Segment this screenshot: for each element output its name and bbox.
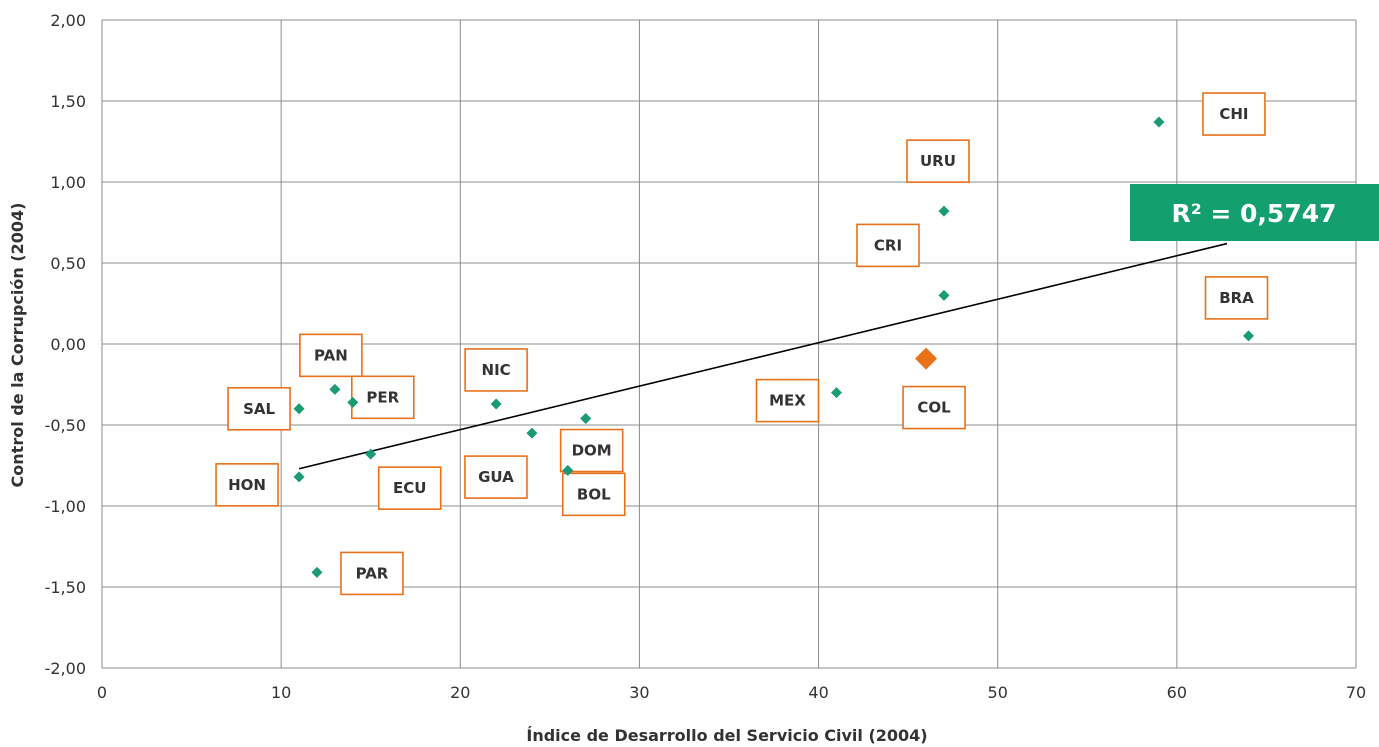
label-box-dom xyxy=(559,428,624,473)
point-label-gua: GUA xyxy=(478,468,514,486)
label-box-mex xyxy=(755,378,820,423)
x-tick-label: 0 xyxy=(97,683,107,702)
label-box-chi xyxy=(1202,92,1266,136)
y-tick-label: -1,00 xyxy=(45,497,86,516)
data-point-ecu xyxy=(365,448,377,460)
point-label-uru: URU xyxy=(920,152,956,170)
data-point-col xyxy=(915,347,938,370)
label-box-gua xyxy=(464,455,528,499)
y-tick-labels: 2,00 1,50 1,00 0,50 0,00 -0,50 -1,00 -1,50 -2,00 xyxy=(45,11,86,678)
data-point-cri xyxy=(938,289,950,301)
x-axis-title: Índice de Desarrollo del Servicio Civil … xyxy=(526,726,927,745)
label-box-bol xyxy=(561,472,626,517)
y-tick-label: 0,00 xyxy=(50,335,86,354)
r-squared-box: R² = 0,5747 xyxy=(1130,184,1379,241)
point-label-col: COL xyxy=(917,399,951,417)
y-tick-label: 2,00 xyxy=(50,11,86,30)
x-tick-label: 10 xyxy=(271,683,291,702)
x-tick-label: 20 xyxy=(450,683,470,702)
label-box-bra xyxy=(1204,276,1269,320)
grid-lines xyxy=(101,19,1357,669)
data-point-par xyxy=(311,566,323,578)
point-label-ecu: ECU xyxy=(393,479,426,497)
data-point-mex xyxy=(830,387,842,399)
point-label-bra: BRA xyxy=(1219,289,1254,307)
label-box-nic xyxy=(464,348,528,392)
data-point-gua xyxy=(526,427,538,439)
label-box-per xyxy=(350,375,415,420)
data-point-per xyxy=(347,396,359,408)
label-box-ecu xyxy=(377,466,442,510)
y-tick-label: 0,50 xyxy=(50,254,86,273)
label-box-col xyxy=(902,385,966,430)
r-squared-label: R² = 0,5747 xyxy=(1171,199,1336,228)
point-label-pan: PAN xyxy=(314,346,348,364)
y-tick-label: 1,50 xyxy=(50,92,86,111)
label-box-cri xyxy=(856,223,920,268)
label-box-pan xyxy=(299,333,363,378)
x-tick-label: 30 xyxy=(629,683,649,702)
point-label-chi: CHI xyxy=(1219,105,1248,123)
x-tick-label: 70 xyxy=(1346,683,1366,702)
point-label-hon: HON xyxy=(228,476,266,494)
point-label-sal: SAL xyxy=(243,400,275,418)
point-labels: CHI URU CRI BRA COL MEX DOM NIC GUA BOL PAN PER SAL E… xyxy=(215,92,1269,596)
trendline xyxy=(298,242,1228,470)
point-label-per: PER xyxy=(366,388,399,406)
point-label-mex: MEX xyxy=(769,392,806,410)
data-point-bra xyxy=(1243,330,1255,342)
x-tick-label: 40 xyxy=(808,683,828,702)
y-tick-label: -0,50 xyxy=(45,416,86,435)
label-box-par xyxy=(340,551,404,596)
x-tick-labels: 0 10 20 30 40 50 60 70 xyxy=(97,683,1366,702)
y-tick-label: -2,00 xyxy=(45,659,86,678)
data-point-chi xyxy=(1153,116,1165,128)
point-label-dom: DOM xyxy=(572,442,612,460)
y-axis-title: Control de la Corrupción (2004) xyxy=(8,203,27,488)
point-label-cri: CRI xyxy=(874,236,902,254)
point-label-bol: BOL xyxy=(577,485,611,503)
data-point-dom xyxy=(580,413,592,425)
x-tick-label: 60 xyxy=(1167,683,1187,702)
data-point-sal xyxy=(293,403,305,415)
label-box-sal xyxy=(227,386,291,431)
data-point-uru xyxy=(938,205,950,217)
data-point-hon xyxy=(293,471,305,483)
r-squared-background xyxy=(1130,184,1379,241)
data-point-nic xyxy=(490,398,502,410)
y-tick-label: -1,50 xyxy=(45,578,86,597)
point-label-par: PAR xyxy=(356,564,389,582)
data-points xyxy=(293,116,1255,578)
y-tick-label: 1,00 xyxy=(50,173,86,192)
x-tick-label: 50 xyxy=(988,683,1008,702)
point-label-nic: NIC xyxy=(482,361,511,379)
data-point-bol xyxy=(562,464,574,476)
label-box-uru xyxy=(906,139,970,183)
data-point-pan xyxy=(329,383,341,395)
label-box-hon xyxy=(215,463,279,507)
trendline-group xyxy=(298,242,1228,470)
